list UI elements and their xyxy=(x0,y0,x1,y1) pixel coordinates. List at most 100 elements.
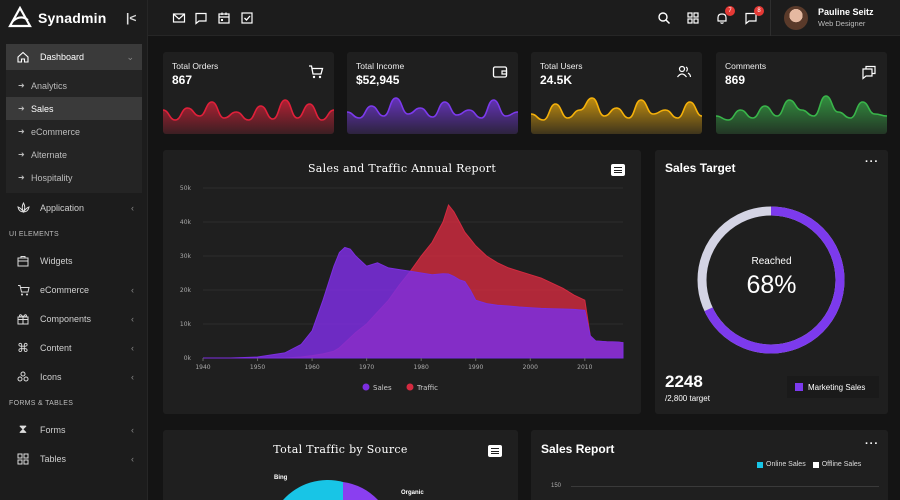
more-options-icon[interactable]: ··· xyxy=(865,156,879,168)
calendar-icon[interactable] xyxy=(217,11,231,25)
sidebar-item-label: Components xyxy=(40,313,92,324)
stat-card-comments: Comments 869 xyxy=(716,52,887,134)
arrow-right-icon: ➜ xyxy=(18,127,25,136)
sidebar-subitem-sales[interactable]: ➜ Sales xyxy=(6,97,142,120)
cart-icon xyxy=(309,65,324,79)
lotus-icon xyxy=(16,201,30,215)
legend-swatch xyxy=(795,383,803,391)
stat-value: $52,945 xyxy=(356,73,400,87)
traffic-source-title: Total Traffic by Source xyxy=(273,443,408,456)
legend-label-sales: Sales xyxy=(373,384,392,392)
more-options-icon[interactable]: ··· xyxy=(865,438,879,450)
xtick-label: 1980 xyxy=(414,364,429,371)
comments-icon xyxy=(862,65,876,80)
series-area-sales xyxy=(203,246,624,359)
dashboard-submenu: ➜ Analytics ➜ Sales ➜ eCommerce ➜ Alternate … xyxy=(6,70,142,193)
hourglass-icon: ⧗ xyxy=(18,422,28,436)
brand[interactable]: Synadmin xyxy=(0,0,147,36)
xtick-label: 1950 xyxy=(250,364,265,371)
user-name[interactable]: Pauline Seitz xyxy=(818,7,874,17)
gift-icon xyxy=(16,312,30,326)
traffic-source-chart xyxy=(283,480,378,500)
avatar[interactable] xyxy=(784,6,808,30)
grid-icon xyxy=(16,452,30,466)
sidebar-subitem-hospitality[interactable]: ➜ Hospitality xyxy=(6,166,142,189)
xtick-label: 2010 xyxy=(577,364,592,371)
messages-button[interactable]: 8 xyxy=(744,6,764,25)
sidebar-item-label: Widgets xyxy=(40,255,73,266)
stat-card-users: Total Users 24.5K xyxy=(531,52,702,134)
sidebar-item-forms[interactable]: ⧗ Forms ‹ xyxy=(6,415,142,444)
sparkline-line xyxy=(531,97,702,121)
progress-ring xyxy=(697,206,845,354)
bell-icon xyxy=(717,13,727,24)
sidebar-item-icons[interactable]: Icons ‹ xyxy=(6,362,142,391)
sidebar-item-ecommerce[interactable]: eCommerce ‹ xyxy=(6,275,142,304)
header-divider xyxy=(770,0,771,36)
sidebar-item-label: eCommerce xyxy=(40,284,90,295)
sidebar-subitem-alternate[interactable]: ➜ Alternate xyxy=(6,143,142,166)
sidebar-item-label: Tables xyxy=(40,453,67,464)
sidebar-subitem-analytics[interactable]: ➜ Analytics xyxy=(6,74,142,97)
legend-online: Online Sales xyxy=(766,461,806,468)
mail-icon[interactable] xyxy=(172,11,186,25)
chevron-left-icon: ‹ xyxy=(131,342,134,353)
reached-percent: 68% xyxy=(746,271,797,299)
sidebar-item-label: Alternate xyxy=(31,149,68,160)
sparkline-area xyxy=(531,98,702,134)
sidebar-item-application[interactable]: Application ‹ xyxy=(6,193,142,222)
sidebar-item-dashboard[interactable]: Dashboard ⌄ xyxy=(6,44,142,70)
traffic-source-panel: Total Traffic by Source Bing Organic xyxy=(163,430,518,500)
search-icon[interactable] xyxy=(657,11,671,25)
widgets-icon xyxy=(16,254,30,268)
menu-icon[interactable] xyxy=(611,164,625,176)
cart-icon xyxy=(16,283,30,297)
xtick-label: 2000 xyxy=(523,364,538,371)
sidebar-item-label: Sales xyxy=(31,103,54,114)
target-value: 2248 xyxy=(665,372,703,391)
sidebar-subitem-ecommerce[interactable]: ➜ eCommerce xyxy=(6,120,142,143)
user-role: Web Designer xyxy=(818,19,866,28)
sidebar-item-components[interactable]: Components ‹ xyxy=(6,304,142,333)
stat-sparkline xyxy=(716,95,887,134)
checkbox-icon[interactable] xyxy=(240,11,254,25)
sales-report-legend: Online Sales Offline Sales xyxy=(757,461,861,468)
brand-name: Synadmin xyxy=(38,10,107,26)
arrow-right-icon: ➜ xyxy=(18,173,25,182)
xtick-label: 1940 xyxy=(195,364,210,371)
sidebar-menu: Dashboard ⌄ ➜ Analytics ➜ Sales ➜ eCommerce… xyxy=(6,44,142,473)
sidebar-item-widgets[interactable]: Widgets xyxy=(6,246,142,275)
collapse-left-icon[interactable]: |< xyxy=(126,11,137,25)
sidebar-item-tables[interactable]: Tables ‹ xyxy=(6,444,142,473)
wallet-icon xyxy=(492,66,508,78)
icons-icon xyxy=(16,370,30,384)
sparkline-line xyxy=(716,95,887,121)
xtick-label: 1990 xyxy=(468,364,483,371)
gridline xyxy=(571,486,879,487)
notifications-button[interactable]: 7 xyxy=(715,6,735,25)
messages-badge: 8 xyxy=(754,6,764,16)
stat-card-income: Total Income $52,945 xyxy=(347,52,518,134)
sales-target-panel: Sales Target ··· Reached 68% 2248 /2,800… xyxy=(655,150,888,414)
top-header: 7 8 Pauline Seitz Web Designer xyxy=(148,0,900,36)
sparkline-area xyxy=(347,98,518,134)
pie-slice-organic xyxy=(343,482,378,500)
legend-marker-traffic xyxy=(406,383,414,391)
sidebar-item-content[interactable]: ⌘ Content ‹ xyxy=(6,333,142,362)
stat-label: Total Orders xyxy=(172,61,219,71)
pie-slice-bing xyxy=(283,480,343,500)
chevron-left-icon: ‹ xyxy=(131,284,134,295)
legend-swatch-online xyxy=(757,461,763,468)
chevron-left-icon: ‹ xyxy=(131,424,134,435)
sidebar-item-label: Hospitality xyxy=(31,172,73,183)
sales-report-title: Sales Report xyxy=(541,442,615,456)
apps-icon[interactable] xyxy=(686,11,700,25)
menu-icon[interactable] xyxy=(488,445,502,457)
chevron-left-icon: ‹ xyxy=(131,313,134,324)
arrow-right-icon: ➜ xyxy=(18,150,25,159)
chat-icon[interactable] xyxy=(194,11,208,25)
sales-target-title: Sales Target xyxy=(665,161,736,175)
command-icon: ⌘ xyxy=(17,340,29,355)
sidebar-item-label: Icons xyxy=(40,371,62,382)
pie-label-organic: Organic xyxy=(401,490,424,496)
